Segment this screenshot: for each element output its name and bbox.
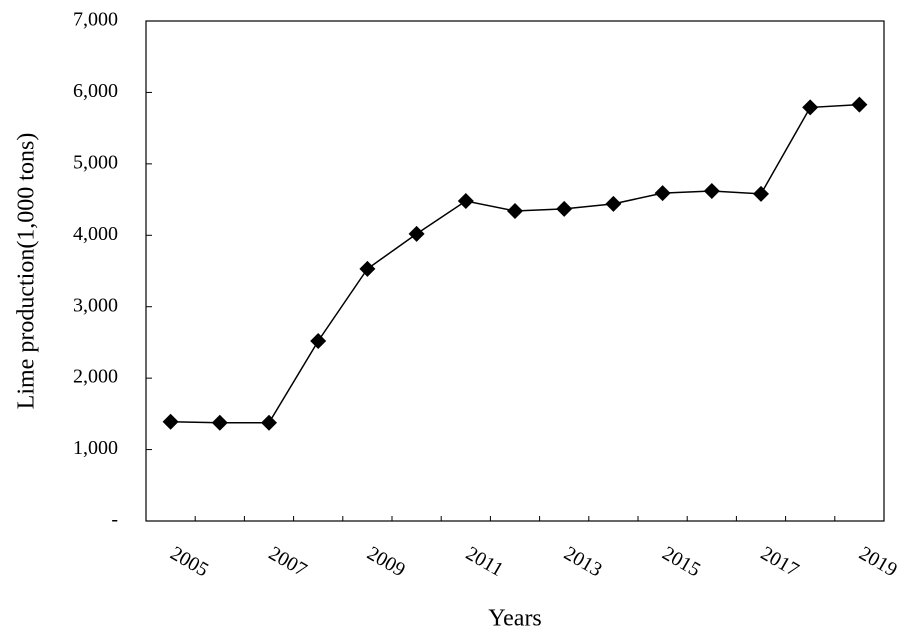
y-tick-label: 1,000: [73, 437, 118, 459]
y-tick-label: -: [111, 509, 118, 531]
data-point: [310, 333, 327, 349]
data-point: [802, 99, 819, 116]
y-tick-label: 5,000: [73, 151, 118, 173]
x-tick-label: 2017: [757, 542, 803, 581]
plot-frame: [145, 20, 885, 522]
data-point: [261, 414, 277, 431]
data-point: [408, 225, 425, 242]
data-point: [162, 413, 179, 430]
data-point: [654, 185, 671, 202]
x-tick-label: 2015: [658, 542, 704, 581]
data-point: [359, 260, 376, 277]
x-tick-label: 2019: [855, 542, 901, 581]
data-point: [753, 185, 769, 202]
data-point: [605, 195, 622, 212]
data-point: [457, 193, 474, 209]
x-tick-label: 2009: [363, 542, 409, 581]
data-point: [507, 203, 523, 219]
x-tick-label: 2011: [462, 542, 507, 581]
y-tick-label: 4,000: [73, 223, 118, 245]
y-axis-title: Lime production(1,000 tons): [14, 133, 40, 410]
x-tick-label: 2013: [560, 542, 606, 581]
y-tick-label: 7,000: [73, 9, 118, 31]
x-axis-title: Years: [488, 606, 542, 632]
data-point: [703, 183, 720, 199]
x-tick-label: 2007: [265, 542, 311, 581]
data-point: [556, 200, 573, 217]
series-line: [170, 103, 860, 424]
x-tick-label: 2005: [166, 542, 212, 581]
y-tick-label: 6,000: [73, 80, 118, 102]
y-tick-label: 2,000: [73, 366, 118, 388]
data-point: [211, 414, 228, 431]
y-tick-label: 3,000: [73, 294, 118, 316]
data-point: [851, 96, 868, 113]
